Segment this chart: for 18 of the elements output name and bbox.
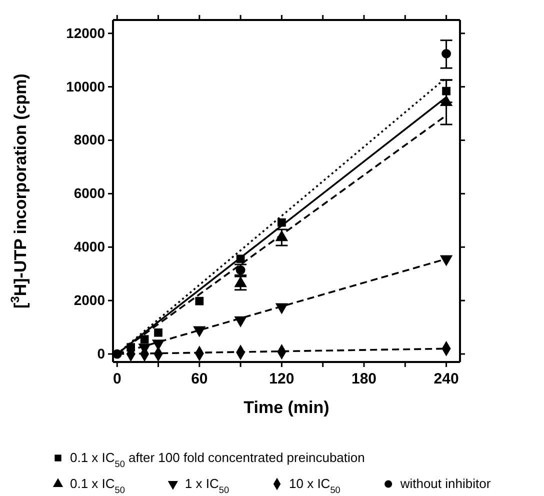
legend-label: 0.1 x IC$_{50}$ after 100 fold concentrated preincubation [70,450,365,469]
legend-label: 0.1 x IC$_{50}$ [70,476,125,495]
y-tick-label: 12000 [66,24,106,41]
x-tick-label: 0 [112,370,122,388]
x-axis-title: Time (min) [244,398,330,417]
y-tick-label: 8000 [74,132,106,148]
x-tick-label: 240 [434,370,459,388]
legend-label: 10 x IC$_{50}$ [289,476,340,495]
x-tick-label: 180 [351,370,377,388]
legend-label: without inhibitor [399,476,492,491]
y-tick-label: 4000 [74,238,106,255]
legend-label: 1 x IC$_{50}$ [184,476,230,495]
y-tick-label: 6000 [74,185,106,202]
x-tick-label: 120 [269,370,294,388]
y-tick-label: 10000 [66,78,106,94]
x-tick-label: 60 [191,370,208,388]
y-tick-label: 0 [97,345,106,362]
y-tick-label: 2000 [74,292,106,308]
